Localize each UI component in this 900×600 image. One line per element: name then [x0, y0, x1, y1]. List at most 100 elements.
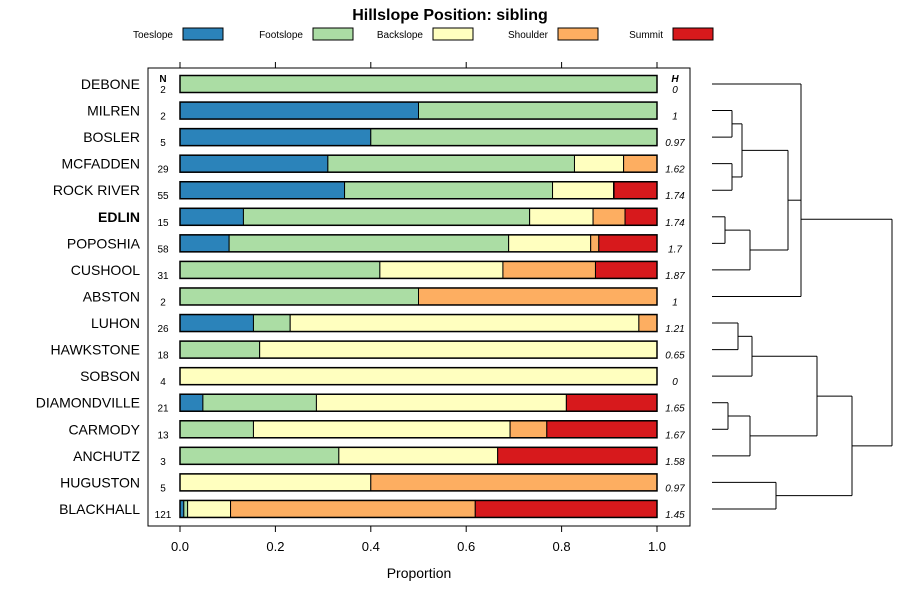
row-luhon: LUHON 26 1.21 — [91, 313, 685, 335]
bar-segment-backslope — [259, 340, 658, 359]
bar-segment-footslope — [179, 446, 340, 465]
legend-label-toeslope: Toeslope — [133, 30, 173, 41]
h-header: H — [671, 74, 679, 85]
bar-outline — [179, 207, 658, 227]
bar-segment-shoulder — [590, 234, 600, 253]
row-label: LUHON — [91, 315, 140, 331]
bar-segment-shoulder — [509, 420, 548, 439]
bar-segment-toeslope — [179, 181, 346, 200]
bar-segment-footslope — [179, 260, 381, 279]
bar-segment-footslope — [179, 75, 658, 93]
legend-label-footslope: Footslope — [259, 30, 303, 41]
row-diamondville: DIAMONDVILLE 21 1.65 — [36, 393, 685, 415]
bar-outline — [179, 366, 658, 386]
bar-outline — [179, 127, 658, 147]
row-abston: ABSTON 2 1 — [83, 287, 678, 308]
bar-outline — [179, 393, 658, 412]
bar-segment-footslope — [327, 154, 575, 173]
row-huguston: HUGUSTON 5 0.97 — [60, 473, 685, 494]
h-value: 1 — [672, 112, 678, 123]
bar-segment-toeslope — [179, 207, 244, 226]
bar-outline — [179, 180, 658, 200]
bar-segment-footslope — [202, 393, 317, 412]
dendrogram — [712, 83, 893, 510]
row-milren: MILREN 2 1 — [87, 101, 678, 123]
n-value: 31 — [157, 271, 169, 282]
row-edlin: EDLIN 15 1.74 — [98, 207, 685, 229]
bar-segment-backslope — [315, 393, 567, 412]
bar-segment-shoulder — [592, 207, 626, 226]
row-debone: DEBONE 2 0 — [81, 74, 678, 96]
h-value: 1.45 — [665, 510, 685, 521]
bar-segment-shoulder — [623, 154, 658, 173]
legend-swatch-toeslope — [182, 27, 224, 41]
legend-swatch-shoulder — [557, 27, 599, 41]
n-value: 2 — [160, 112, 166, 123]
h-value: 0.97 — [665, 483, 685, 494]
h-value: 0 — [672, 377, 678, 388]
bar-segment-toeslope — [179, 393, 204, 412]
legend-swatch-summit — [672, 27, 714, 41]
bar-outline — [179, 287, 658, 306]
h-value: 0.65 — [665, 351, 685, 362]
bar-segment-summit — [565, 393, 658, 412]
legend: Toeslope Footslope Backslope Shoulder Summit — [133, 27, 714, 41]
bar-segment-backslope — [252, 420, 511, 439]
bar-segment-shoulder — [502, 260, 596, 279]
h-value: 1.87 — [665, 271, 685, 282]
legend-swatch-backslope — [432, 27, 474, 41]
bar-segment-footslope — [418, 101, 658, 120]
row-label: ANCHUTZ — [73, 448, 140, 464]
bar-segment-backslope — [179, 473, 372, 492]
x-tick-label: 0.4 — [362, 539, 380, 554]
h-value: 1.67 — [665, 430, 685, 441]
bar-segment-footslope — [179, 340, 261, 359]
row-label: DIAMONDVILLE — [36, 395, 140, 411]
bar-segment-backslope — [338, 446, 499, 465]
row-carmody: CARMODY 13 1.67 — [68, 420, 685, 441]
n-value: 5 — [160, 483, 166, 494]
legend-label-backslope: Backslope — [377, 30, 424, 41]
n-value: 18 — [157, 351, 169, 362]
bar-segment-backslope — [552, 181, 615, 200]
row-label: BOSLER — [83, 129, 140, 145]
row-mcfadden: MCFADDEN 29 1.62 — [61, 154, 685, 176]
bar-outline — [179, 473, 658, 492]
bar-segment-shoulder — [230, 499, 476, 518]
h-value: 1.7 — [668, 244, 682, 255]
row-rock-river: ROCK RIVER 55 1.74 — [53, 180, 685, 202]
bar-segment-backslope — [529, 207, 594, 226]
row-blackhall: BLACKHALL 121 1.45 — [59, 499, 685, 521]
bar-segment-backslope — [179, 367, 658, 386]
n-value: 21 — [157, 404, 169, 415]
h-value: 1.21 — [665, 324, 684, 335]
n-value: 29 — [157, 165, 169, 176]
bar-segment-footslope — [344, 181, 554, 200]
h-value: 1.62 — [665, 165, 685, 176]
bar-segment-summit — [613, 181, 658, 200]
bar-segment-footslope — [370, 128, 658, 147]
x-tick-label: 0.2 — [266, 539, 284, 554]
row-anchutz: ANCHUTZ 3 1.58 — [73, 446, 685, 468]
legend-label-summit: Summit — [629, 30, 663, 41]
x-axis: 0.0 0.2 0.4 0.6 0.8 1.0 — [171, 62, 666, 554]
bar-segment-backslope — [508, 234, 592, 253]
n-value: 55 — [157, 191, 169, 202]
legend-swatch-footslope — [312, 27, 354, 41]
bar-outline — [179, 154, 658, 173]
x-axis-title: Proportion — [387, 565, 452, 581]
h-value: 1.74 — [665, 191, 685, 202]
bar-segment-footslope — [242, 207, 531, 226]
bar-segment-summit — [546, 420, 658, 439]
row-label: BLACKHALL — [59, 501, 140, 517]
row-label: POPOSHIA — [67, 235, 141, 251]
bar-segment-backslope — [187, 499, 232, 518]
bar-segment-backslope — [289, 314, 640, 333]
bar-segment-footslope — [179, 287, 419, 306]
n-value: 2 — [160, 85, 166, 96]
h-value: 0 — [672, 85, 678, 96]
bar-segment-toeslope — [179, 154, 329, 173]
n-value: 13 — [157, 430, 169, 441]
bar-segment-backslope — [573, 154, 625, 173]
